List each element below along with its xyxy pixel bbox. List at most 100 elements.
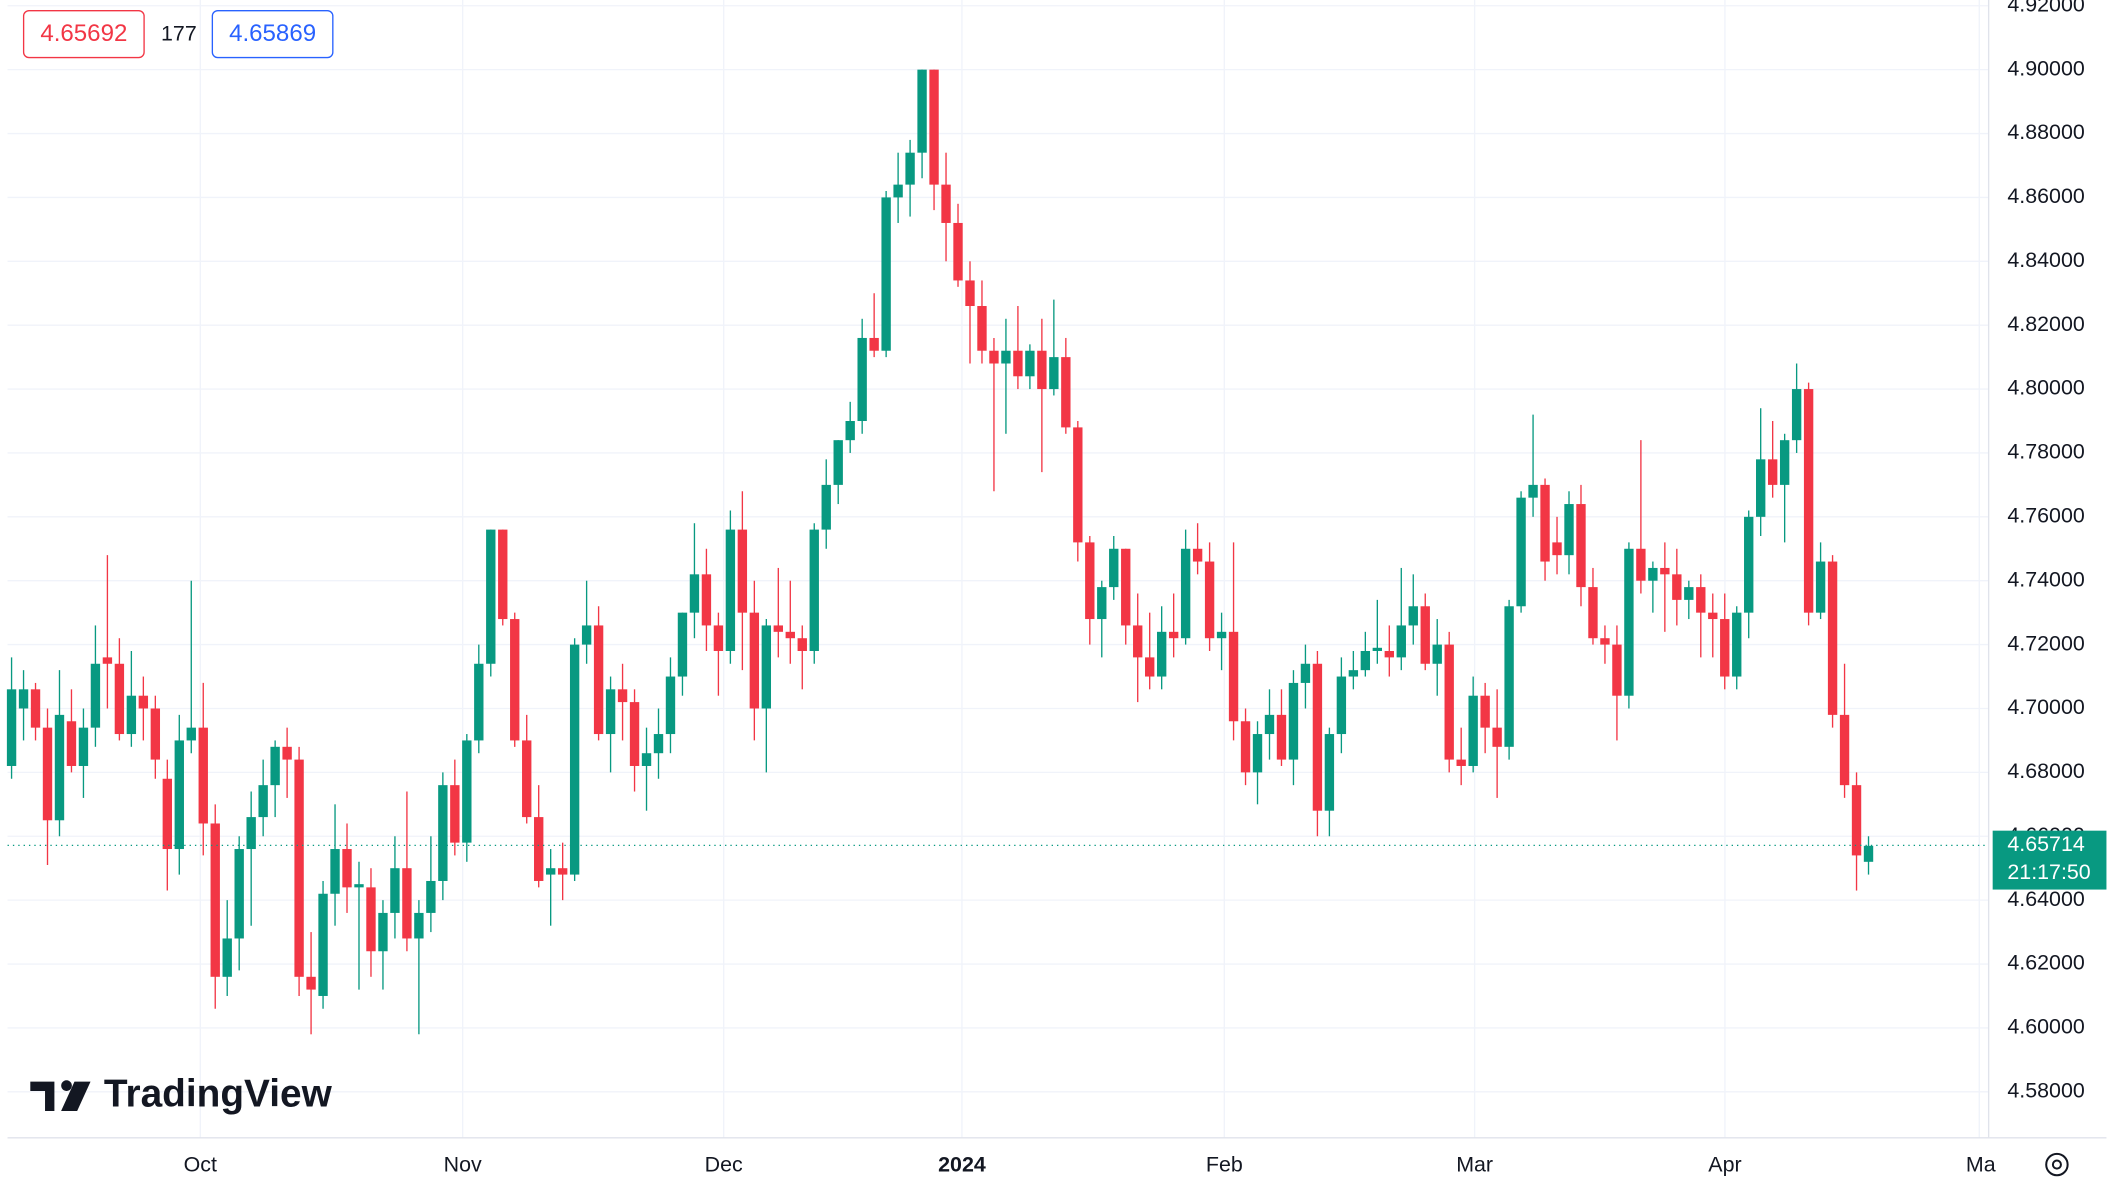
candle-body bbox=[1576, 504, 1586, 588]
y-tick-label: 4.58000 bbox=[2007, 1078, 2084, 1102]
candle-body bbox=[174, 740, 184, 850]
axes: 4.580004.600004.620004.640004.660004.680… bbox=[184, 0, 2107, 1177]
candle-body bbox=[1145, 657, 1155, 677]
candle-body bbox=[450, 785, 460, 843]
candle-body bbox=[1732, 612, 1742, 677]
candle-body bbox=[1384, 650, 1394, 658]
candle-body bbox=[1612, 644, 1622, 696]
candle-body bbox=[1097, 587, 1107, 620]
candle-body bbox=[977, 306, 987, 351]
candle-body bbox=[965, 280, 975, 307]
candle-body bbox=[1240, 721, 1251, 773]
candle-body bbox=[474, 663, 484, 741]
candle-body bbox=[773, 625, 783, 632]
logo: TradingView bbox=[30, 1073, 333, 1116]
candle-body bbox=[677, 612, 688, 677]
bid-price[interactable]: 4.65692 bbox=[40, 20, 127, 47]
candle-body bbox=[761, 625, 772, 709]
candle-body bbox=[282, 746, 292, 760]
candle-body bbox=[1432, 644, 1442, 664]
settings-dot[interactable] bbox=[2051, 1159, 2062, 1170]
candle-body bbox=[1851, 785, 1862, 856]
candle-body bbox=[953, 222, 963, 281]
candle-body bbox=[1624, 548, 1634, 696]
y-tick-label: 4.80000 bbox=[2007, 376, 2084, 400]
candle-body bbox=[186, 727, 196, 741]
logo-mark bbox=[30, 1080, 91, 1112]
candle-body bbox=[1049, 357, 1059, 390]
candle-body bbox=[1660, 567, 1670, 575]
candle-body bbox=[1276, 714, 1287, 760]
countdown: 21:17:50 bbox=[2007, 860, 2090, 884]
last-price-box bbox=[1992, 830, 2107, 890]
candle-body bbox=[522, 740, 532, 818]
x-tick-label: Apr bbox=[1708, 1153, 1741, 1177]
candle-body bbox=[1827, 561, 1838, 715]
candle-body bbox=[701, 574, 712, 626]
candle-body bbox=[534, 817, 544, 881]
candle-body bbox=[1336, 676, 1347, 735]
candle-body bbox=[1037, 350, 1047, 390]
candle-body bbox=[1444, 644, 1454, 760]
candle-body bbox=[1420, 606, 1430, 664]
candle-body bbox=[1708, 612, 1718, 620]
candle-body bbox=[462, 740, 472, 843]
candle-body bbox=[1168, 631, 1179, 639]
candle-body bbox=[210, 823, 220, 977]
candle-body bbox=[1648, 567, 1658, 581]
candle-body bbox=[1588, 587, 1598, 639]
candle-body bbox=[270, 746, 280, 786]
candle-body bbox=[498, 529, 508, 620]
y-tick-label: 4.84000 bbox=[2007, 248, 2084, 272]
candle-body bbox=[1300, 663, 1311, 683]
candle-body bbox=[581, 625, 592, 645]
candle-body bbox=[378, 912, 388, 952]
bid-box[interactable] bbox=[22, 10, 145, 59]
candle-body bbox=[6, 689, 17, 766]
candle-body bbox=[605, 689, 616, 735]
candle-body bbox=[1636, 548, 1646, 581]
candle-body bbox=[42, 727, 53, 821]
candle-body bbox=[18, 689, 29, 709]
y-tick-label: 4.78000 bbox=[2007, 440, 2084, 464]
candle-body bbox=[414, 912, 424, 939]
candle-body bbox=[905, 152, 915, 185]
x-tick-label: Nov bbox=[444, 1153, 482, 1177]
y-tick-label: 4.60000 bbox=[2007, 1015, 2084, 1039]
candle-body bbox=[1779, 440, 1790, 485]
settings-icon[interactable] bbox=[2045, 1152, 2069, 1177]
candle-body bbox=[725, 529, 736, 651]
x-tick-label: Ma bbox=[1966, 1153, 1996, 1177]
candle-body bbox=[1121, 548, 1131, 626]
candle-body bbox=[893, 184, 903, 198]
candle-body bbox=[1756, 459, 1766, 517]
candle-body bbox=[1348, 670, 1359, 677]
candle-body bbox=[1696, 587, 1706, 613]
candle-body bbox=[1133, 625, 1143, 658]
candle-body bbox=[1252, 734, 1263, 773]
ask-price[interactable]: 4.65869 bbox=[229, 20, 316, 47]
y-tick-label: 4.86000 bbox=[2007, 184, 2084, 208]
candle-body bbox=[629, 702, 640, 766]
candle-body bbox=[1109, 548, 1119, 588]
candle-body bbox=[809, 529, 819, 651]
watermark: TradingView bbox=[104, 1073, 333, 1116]
candle-body bbox=[126, 695, 137, 735]
settings-ring[interactable] bbox=[2045, 1152, 2069, 1177]
candle-body bbox=[342, 849, 352, 888]
candle-body bbox=[917, 69, 927, 153]
candle-body bbox=[1720, 619, 1730, 677]
candle-body bbox=[366, 887, 376, 952]
candle-body bbox=[1312, 663, 1323, 811]
y-tick-label: 4.70000 bbox=[2007, 695, 2084, 719]
candle-body bbox=[390, 868, 400, 913]
candle-body bbox=[306, 976, 316, 990]
candle-body bbox=[1216, 631, 1227, 639]
candle-body bbox=[785, 631, 795, 639]
background bbox=[7, 0, 2107, 1190]
ask-box[interactable] bbox=[211, 10, 334, 59]
candle-body bbox=[869, 337, 879, 351]
candle-body bbox=[1073, 427, 1083, 543]
candle-body bbox=[1791, 389, 1802, 441]
